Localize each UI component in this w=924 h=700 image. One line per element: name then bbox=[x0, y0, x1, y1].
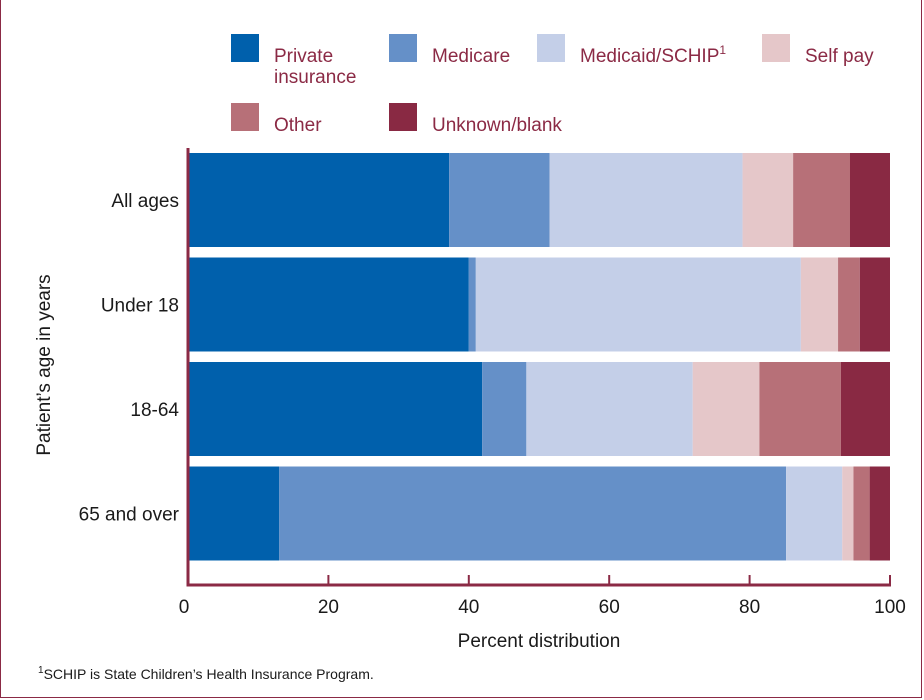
axes: 0 20 40 60 80 100 bbox=[179, 148, 906, 618]
y-axis-title: Patient’s age in years bbox=[34, 274, 55, 455]
legend-item-unknown-blank: Unknown/blank bbox=[389, 103, 562, 136]
bar-65-and-over-self-pay bbox=[842, 466, 854, 561]
footnote-text: SCHIP is State Children’s Health Insuran… bbox=[44, 666, 374, 682]
legend-item-medicare: Medicare bbox=[389, 34, 510, 67]
legend-label-self-pay: Self pay bbox=[805, 46, 874, 67]
bar-65-and-over-unknown-blank bbox=[869, 466, 890, 561]
bars: All ages Under 18 18-64 65 and over bbox=[79, 153, 890, 561]
x-axis-title: Percent distribution bbox=[458, 631, 621, 652]
bar-18-64-self-pay bbox=[692, 362, 760, 456]
x-tick-label-60: 60 bbox=[599, 597, 620, 618]
legend-item-medicaid-schip: Medicaid/SCHIP1 bbox=[537, 34, 726, 67]
bar-65-and-over-medicare bbox=[279, 466, 787, 561]
bar-all-ages-medicaid-schip bbox=[549, 153, 743, 247]
x-tick-label-100: 100 bbox=[874, 597, 906, 618]
legend-label-medicare: Medicare bbox=[432, 46, 510, 67]
bar-under-18-medicare bbox=[468, 257, 476, 352]
legend-label-other: Other bbox=[274, 115, 322, 136]
legend-item-private-insurance: Private insurance bbox=[231, 34, 356, 88]
legend-swatch-medicare bbox=[389, 34, 417, 62]
footnote-marker: 1 bbox=[38, 665, 44, 676]
legend-swatch-other bbox=[231, 103, 259, 131]
legend-item-self-pay: Self pay bbox=[762, 34, 874, 67]
y-tick-label-65-and-over: 65 and over bbox=[79, 505, 180, 526]
bar-under-18-medicaid-schip bbox=[475, 257, 801, 352]
legend: Private insurance Medicare Medicaid/SCHIP1 S… bbox=[231, 34, 874, 136]
bar-18-64-medicare bbox=[482, 362, 527, 456]
bar-under-18-unknown-blank bbox=[859, 257, 890, 352]
legend-swatch-medicaid-schip bbox=[537, 34, 565, 62]
legend-label-private-insurance: Private insurance bbox=[274, 46, 356, 88]
bar-under-18-self-pay bbox=[800, 257, 839, 352]
legend-label-unknown-blank: Unknown/blank bbox=[432, 115, 562, 136]
y-tick-label-under-18: Under 18 bbox=[101, 296, 179, 317]
bar-under-18-private-insurance bbox=[188, 257, 469, 352]
legend-swatch-self-pay bbox=[762, 34, 790, 62]
legend-swatch-private-insurance bbox=[231, 34, 259, 62]
bar-all-ages-medicare bbox=[449, 153, 550, 247]
bar-under-18-other bbox=[838, 257, 860, 352]
x-tick-label-40: 40 bbox=[458, 597, 479, 618]
bar-all-ages-private-insurance bbox=[188, 153, 450, 247]
bar-18-64-medicaid-schip bbox=[526, 362, 693, 456]
bar-all-ages-other bbox=[793, 153, 850, 247]
bar-65-and-over-medicaid-schip bbox=[786, 466, 843, 561]
x-tick-label-20: 20 bbox=[318, 597, 339, 618]
y-tick-label-all-ages: All ages bbox=[111, 191, 179, 212]
bar-18-64-private-insurance bbox=[188, 362, 483, 456]
y-tick-label-18-64: 18-64 bbox=[130, 400, 179, 421]
bar-65-and-over-other bbox=[853, 466, 870, 561]
legend-swatch-unknown-blank bbox=[389, 103, 417, 131]
x-tick-label-0: 0 bbox=[179, 597, 190, 618]
bar-all-ages-self-pay bbox=[742, 153, 794, 247]
footnote: 1SCHIP is State Children’s Health Insura… bbox=[38, 665, 374, 682]
bar-all-ages-unknown-blank bbox=[849, 153, 890, 247]
bar-18-64-other bbox=[759, 362, 841, 456]
bar-65-and-over-private-insurance bbox=[188, 466, 280, 561]
legend-item-other: Other bbox=[231, 103, 322, 136]
x-tick-label-80: 80 bbox=[739, 597, 760, 618]
legend-label-medicaid-schip: Medicaid/SCHIP1 bbox=[580, 43, 726, 67]
bar-18-64-unknown-blank bbox=[840, 362, 890, 456]
